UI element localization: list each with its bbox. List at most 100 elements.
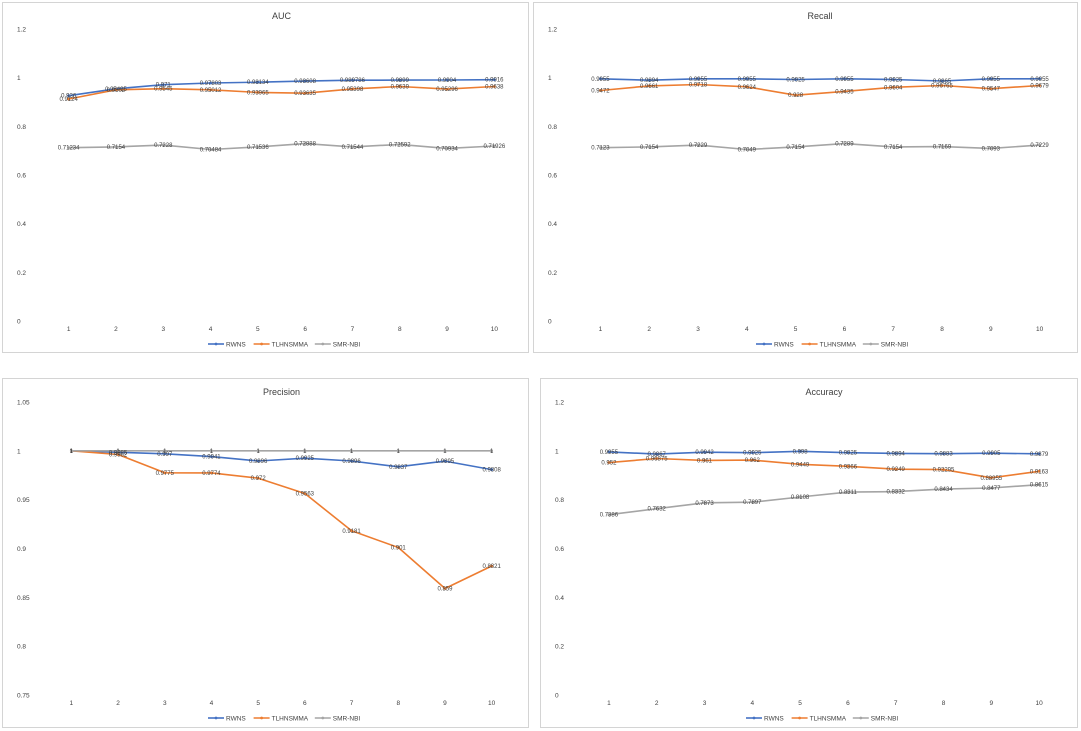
data-point-smr-nbi bbox=[989, 147, 993, 150]
data-label-tlhnsmma: 0.9774 bbox=[202, 471, 221, 477]
data-label-tlhnsmma: 0.9962 bbox=[109, 453, 128, 459]
data-point-tlhnsmma bbox=[303, 492, 307, 495]
data-label-tlhnsmma: 0.9679 bbox=[1030, 83, 1049, 89]
x-tick-label: 10 bbox=[1035, 700, 1043, 707]
x-tick-label: 9 bbox=[445, 326, 449, 333]
data-point-smr-nbi bbox=[161, 143, 165, 147]
data-point-tlhnsmma bbox=[210, 471, 213, 475]
data-point-smr-nbi bbox=[303, 142, 307, 146]
data-point-smr-nbi bbox=[607, 513, 611, 517]
data-point-smr-nbi bbox=[492, 144, 496, 148]
data-label-smr-nbi: 1 bbox=[303, 449, 307, 455]
data-point-tlhnsmma bbox=[750, 458, 754, 462]
data-label-tlhnsmma: 0.95296 bbox=[436, 87, 458, 93]
x-tick-label: 4 bbox=[745, 326, 749, 333]
y-tick-label: 1.2 bbox=[548, 27, 557, 34]
legend-marker-smr-nbi bbox=[321, 716, 325, 720]
x-tick-label: 1 bbox=[70, 700, 74, 707]
x-tick-label: 4 bbox=[209, 326, 213, 333]
data-label-smr-nbi: 1 bbox=[443, 449, 447, 455]
data-point-tlhnsmma bbox=[798, 462, 802, 466]
data-point-tlhnsmma bbox=[398, 85, 402, 88]
data-point-rwns bbox=[1037, 452, 1041, 456]
data-point-smr-nbi bbox=[209, 148, 212, 151]
data-point-rwns bbox=[256, 80, 260, 84]
data-label-tlhnsmma: 0.9472 bbox=[591, 89, 610, 95]
data-label-tlhnsmma: 0.92295 bbox=[933, 468, 955, 474]
data-label-smr-nbi: 0.71544 bbox=[342, 145, 364, 151]
series-line-rwns bbox=[68, 78, 495, 97]
data-point-tlhnsmma bbox=[303, 91, 307, 95]
data-label-tlhnsmma: 0.95398 bbox=[342, 87, 364, 93]
x-tick-label: 9 bbox=[989, 326, 993, 333]
data-label-rwns: 0.9925 bbox=[786, 77, 805, 83]
y-tick-label: 0.4 bbox=[548, 221, 557, 228]
data-point-tlhnsmma bbox=[161, 87, 165, 91]
legend-label-tlhnsmma: TLHNSMMA bbox=[820, 341, 857, 348]
legend-marker-rwns bbox=[214, 342, 218, 346]
chart-title-auc: AUC bbox=[272, 11, 292, 21]
data-label-rwns: 0.9883 bbox=[934, 452, 953, 458]
data-label-smr-nbi: 0.7154 bbox=[786, 145, 805, 151]
y-tick-label: 0.6 bbox=[555, 546, 564, 553]
data-label-rwns: 0.997 bbox=[157, 452, 173, 458]
data-label-smr-nbi: 1 bbox=[397, 449, 401, 455]
data-point-smr-nbi bbox=[445, 146, 449, 150]
data-point-rwns bbox=[303, 456, 307, 460]
x-tick-label: 9 bbox=[443, 700, 447, 707]
data-label-rwns: 0.9942 bbox=[695, 450, 714, 456]
data-label-smr-nbi: 0.70484 bbox=[200, 147, 222, 153]
data-label-tlhnsmma: 0.9545 bbox=[154, 87, 173, 93]
x-tick-label: 2 bbox=[116, 700, 120, 707]
data-label-rwns: 1 bbox=[70, 449, 74, 455]
data-point-rwns bbox=[798, 449, 802, 453]
series-line-tlhnsmma bbox=[600, 83, 1040, 96]
x-tick-label: 6 bbox=[843, 326, 847, 333]
data-point-smr-nbi bbox=[163, 449, 167, 453]
data-label-rwns: 0.97803 bbox=[200, 81, 222, 87]
data-point-rwns bbox=[843, 77, 846, 81]
chart-svg: AUC 0 0.2 0.4 0.6 0.8 1 1.2 1 2 3 4 5 6 7 8 9 10 0.926 0.95… bbox=[17, 11, 506, 348]
data-point-rwns bbox=[256, 459, 260, 463]
data-label-tlhnsmma: 0.961 bbox=[697, 458, 713, 464]
y-tick-label: 0 bbox=[555, 693, 559, 700]
legend-marker-smr-nbi bbox=[321, 342, 325, 346]
data-label-smr-nbi: 0.7093 bbox=[982, 146, 1001, 152]
data-point-tlhnsmma bbox=[703, 458, 706, 462]
legend-marker-tlhnsmma bbox=[808, 342, 811, 346]
data-point-smr-nbi bbox=[256, 449, 260, 453]
y-tick-label: 0.2 bbox=[17, 270, 26, 277]
legend-label-rwns: RWNS bbox=[226, 715, 246, 722]
legend-label-tlhnsmma: TLHNSMMA bbox=[272, 715, 309, 722]
x-tick-label: 5 bbox=[256, 326, 260, 333]
data-point-smr-nbi bbox=[67, 146, 71, 150]
data-label-smr-nbi: 0.8108 bbox=[791, 495, 810, 501]
data-label-smr-nbi: 0.8434 bbox=[934, 487, 953, 493]
data-point-tlhnsmma bbox=[209, 88, 212, 92]
data-point-rwns bbox=[490, 468, 494, 471]
y-tick-label: 0.8 bbox=[555, 497, 564, 504]
data-label-smr-nbi: 0.7228 bbox=[154, 143, 173, 149]
chart-panel-precision: Precision 0.75 0.8 0.85 0.9 0.95 1 1.05 1 2 3 4 5 6 7 8… bbox=[2, 378, 529, 728]
x-tick-label: 1 bbox=[67, 326, 71, 333]
data-label-tlhnsmma: 0.928 bbox=[788, 93, 804, 99]
data-label-smr-nbi: 1 bbox=[116, 449, 120, 455]
data-point-rwns bbox=[794, 78, 797, 81]
data-point-rwns bbox=[350, 459, 353, 463]
data-point-smr-nbi bbox=[398, 142, 402, 146]
y-tick-label: 0.6 bbox=[17, 173, 26, 180]
series-line-tlhnsmma bbox=[608, 457, 1040, 479]
x-tick-label: 1 bbox=[607, 700, 611, 707]
data-point-smr-nbi bbox=[703, 501, 706, 505]
data-point-rwns bbox=[599, 77, 602, 81]
data-label-smr-nbi: 0.72888 bbox=[294, 142, 316, 148]
data-point-tlhnsmma bbox=[891, 85, 895, 89]
data-label-tlhnsmma: 0.96765 bbox=[931, 84, 953, 90]
y-tick-label: 0.4 bbox=[555, 595, 564, 602]
data-label-tlhnsmma: 0.9547 bbox=[982, 87, 1001, 93]
data-point-rwns bbox=[703, 450, 706, 454]
y-tick-label: 0.9 bbox=[17, 546, 26, 553]
data-label-smr-nbi: 1 bbox=[70, 449, 74, 455]
data-point-rwns bbox=[696, 77, 700, 81]
data-label-rwns: 0.989786 bbox=[340, 78, 366, 84]
